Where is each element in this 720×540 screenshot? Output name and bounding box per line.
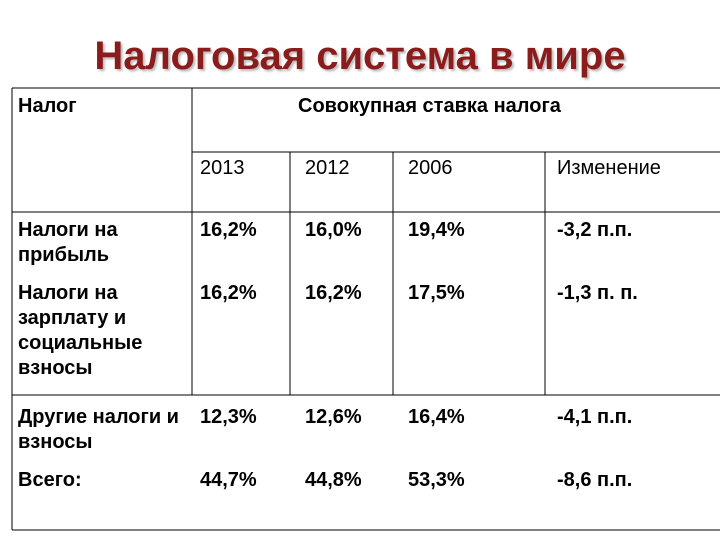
table-cell: 12,6% [305, 406, 362, 428]
table-cell: -8,6 п.п. [557, 469, 633, 491]
table-cell: 16,2% [200, 219, 257, 241]
row-label: Налоги на прибыль [18, 219, 118, 266]
table-cell: 16,4% [408, 406, 465, 428]
table-cell: 19,4% [408, 219, 465, 241]
table-cell: 44,7% [200, 469, 257, 491]
slide-title: Налоговая система в мире [94, 34, 626, 78]
table-cell: 12,3% [200, 406, 257, 428]
column-header: 2013 [200, 157, 245, 179]
column-header: 2012 [305, 157, 350, 179]
row-label: Всего: [18, 469, 82, 491]
table-cell: 16,0% [305, 219, 362, 241]
table-cell: -3,2 п.п. [557, 219, 633, 241]
row-label: Налоги на зарплату и социальные взносы [18, 282, 143, 379]
row-label: Другие налоги и взносы [18, 406, 179, 453]
header-cell: Совокупная ставка налога [298, 95, 561, 117]
table-cell: 17,5% [408, 282, 465, 304]
table-cell: 44,8% [305, 469, 362, 491]
header-cell: Налог [18, 95, 77, 117]
table-cell: 16,2% [200, 282, 257, 304]
table-cell: 53,3% [408, 469, 465, 491]
column-header: 2006 [408, 157, 453, 179]
column-header: Изменение [557, 157, 661, 179]
table-cell: -1,3 п. п. [557, 282, 638, 304]
table-cell: 16,2% [305, 282, 362, 304]
table-cell: -4,1 п.п. [557, 406, 633, 428]
